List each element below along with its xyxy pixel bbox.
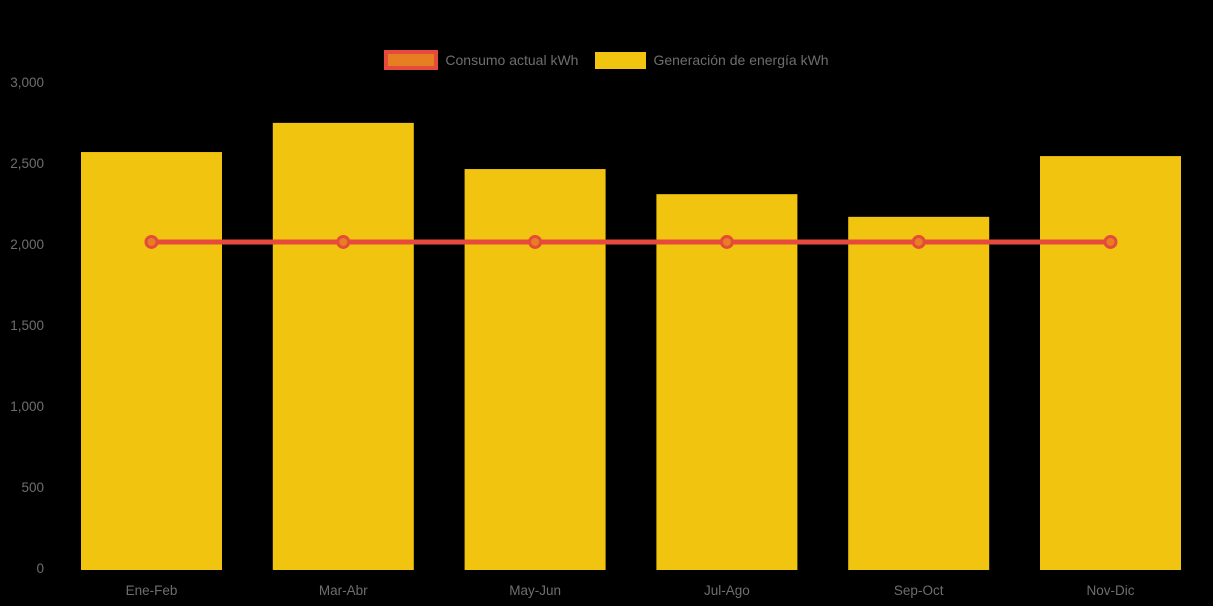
x-axis-label-nov-dic: Nov-Dic	[1086, 583, 1134, 598]
x-axis-label-sep-oct: Sep-Oct	[894, 583, 944, 598]
point-mar-abr[interactable]	[336, 234, 351, 249]
x-axis-label-may-jun: May-Jun	[509, 583, 561, 598]
bar-sep-oct[interactable]	[848, 216, 990, 570]
bar-nov-dic[interactable]	[1040, 156, 1181, 570]
point-nov-dic[interactable]	[1103, 234, 1118, 249]
legend-swatch-line-icon	[384, 50, 439, 70]
chart-legend: Consumo actual kWh Generación de energía…	[0, 50, 1213, 70]
y-axis-tick-label-0: 0	[36, 561, 44, 576]
y-axis-tick-label-2000: 2,000	[10, 237, 44, 252]
point-jul-ago[interactable]	[719, 234, 734, 249]
legend-swatch-bar-icon	[595, 51, 647, 69]
legend-label-generacion: Generación de energía kWh	[653, 52, 829, 68]
point-may-jun[interactable]	[528, 234, 543, 249]
bar-may-jun[interactable]	[464, 169, 606, 571]
y-axis-tick-label-2500: 2,500	[10, 156, 44, 171]
y-axis-tick-label-3000: 3,000	[10, 75, 44, 90]
x-axis-label-jul-ago: Jul-Ago	[704, 583, 750, 598]
point-ene-feb[interactable]	[144, 234, 159, 249]
bar-ene-feb[interactable]	[81, 152, 222, 571]
legend-item-consumo[interactable]: Consumo actual kWh	[384, 50, 578, 70]
y-axis-tick-label-1500: 1,500	[10, 318, 44, 333]
bar-mar-abr[interactable]	[272, 122, 414, 570]
legend-label-consumo: Consumo actual kWh	[445, 52, 579, 68]
point-sep-oct[interactable]	[911, 234, 926, 249]
x-axis-label-ene-feb: Ene-Feb	[126, 583, 178, 598]
y-axis-tick-label-1000: 1,000	[10, 399, 44, 414]
bar-jul-ago[interactable]	[656, 194, 798, 570]
x-axis-label-mar-abr: Mar-Abr	[319, 583, 368, 598]
legend-item-generacion[interactable]: Generación de energía kWh	[595, 50, 829, 70]
y-axis-tick-label-500: 500	[21, 480, 44, 495]
